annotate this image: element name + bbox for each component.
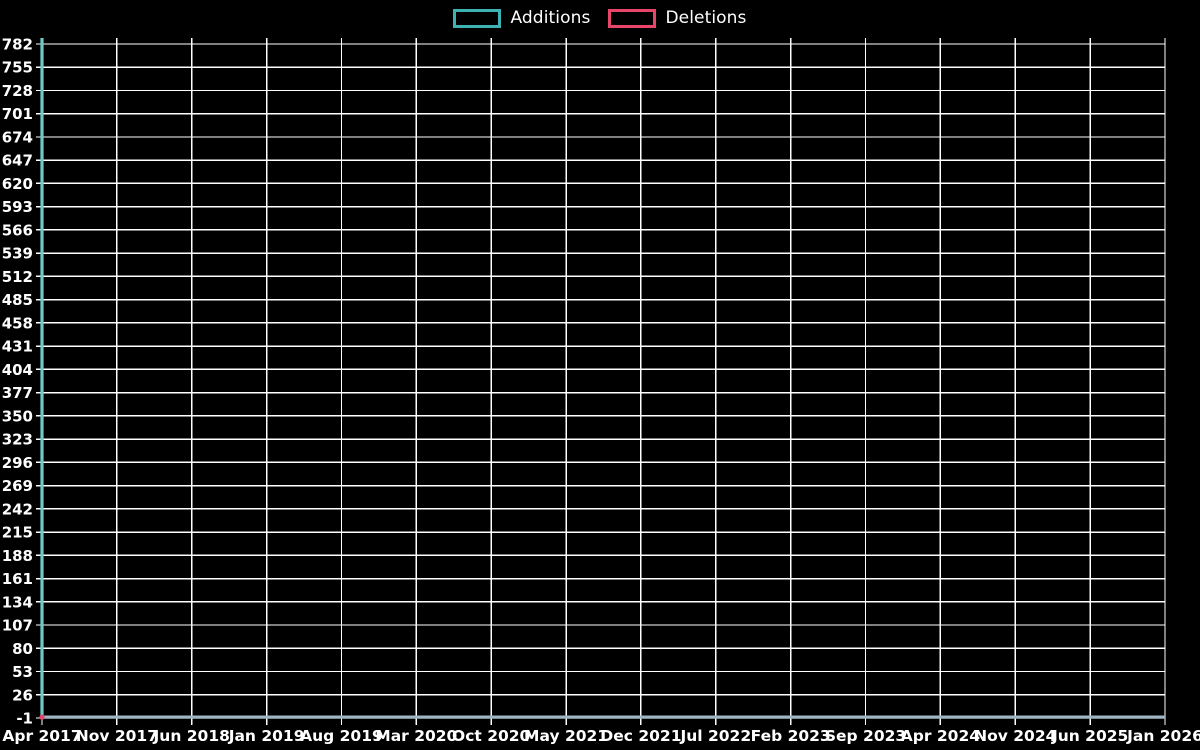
x-axis-tick-label: Oct 2020 bbox=[452, 727, 531, 745]
y-axis-tick-label: 350 bbox=[2, 407, 33, 425]
deletions-start-marker bbox=[39, 714, 45, 720]
y-axis-tick-label: 512 bbox=[2, 268, 33, 286]
legend-swatch-additions bbox=[453, 8, 502, 28]
y-axis-tick-label: 242 bbox=[2, 500, 33, 518]
x-axis-tick-label: Jan 2019 bbox=[228, 727, 305, 745]
y-axis-tick-label: 296 bbox=[2, 454, 33, 472]
y-axis-tick-label: 485 bbox=[2, 291, 33, 309]
y-axis-tick-label: 107 bbox=[2, 617, 33, 635]
y-axis-tick-label: 377 bbox=[2, 384, 33, 402]
legend-swatch-deletions bbox=[608, 8, 657, 28]
x-axis-tick-label: Apr 2017 bbox=[2, 727, 81, 745]
y-axis-tick-label: 269 bbox=[2, 477, 33, 495]
y-axis-tick-label: 215 bbox=[2, 524, 33, 542]
legend-item-additions[interactable]: Additions bbox=[453, 8, 590, 28]
x-axis-tick-label: Nov 2017 bbox=[76, 727, 158, 745]
y-axis-tick-label: 566 bbox=[2, 221, 33, 239]
y-axis-tick-label: 701 bbox=[2, 105, 33, 123]
x-axis-tick-label: Jun 2018 bbox=[153, 727, 230, 745]
x-axis-tick-label: Aug 2019 bbox=[300, 727, 383, 745]
y-axis-tick-label: 593 bbox=[2, 198, 33, 216]
y-axis-tick-label: 431 bbox=[2, 338, 33, 356]
legend-label-additions: Additions bbox=[510, 8, 591, 28]
y-axis-tick-label: 647 bbox=[2, 152, 33, 170]
x-gridlines bbox=[41, 38, 1166, 725]
y-axis-tick-label: 80 bbox=[12, 640, 33, 658]
y-axis-tick-label: -1 bbox=[16, 710, 33, 728]
y-axis-tick-label: 674 bbox=[2, 128, 33, 146]
x-axis-tick-label: Sep 2023 bbox=[825, 727, 906, 745]
x-axis-tick-label: Mar 2020 bbox=[375, 727, 457, 745]
y-axis-labels: 782 755 728 701 674 647 620 593 566 539 512 485 458 4… bbox=[2, 36, 33, 728]
x-axis-tick-label: Nov 2024 bbox=[974, 727, 1056, 745]
y-axis-tick-label: 782 bbox=[2, 36, 33, 54]
y-axis-tick-label: 404 bbox=[2, 361, 33, 379]
y-axis-tick-label: 728 bbox=[2, 82, 33, 100]
x-axis-tick-label: Jul 2022 bbox=[679, 727, 751, 745]
legend-item-deletions[interactable]: Deletions bbox=[608, 8, 746, 28]
chart-legend: Additions Deletions bbox=[0, 0, 1200, 36]
y-axis-tick-label: 323 bbox=[2, 431, 33, 449]
y-axis-tick-label: 53 bbox=[12, 663, 33, 681]
x-axis-tick-label: Jan 2026 bbox=[1126, 727, 1200, 745]
y-axis-tick-label: 188 bbox=[2, 547, 33, 565]
y-axis-tick-label: 458 bbox=[2, 314, 33, 332]
y-axis-tick-label: 134 bbox=[2, 593, 33, 611]
y-axis-tick-label: 161 bbox=[2, 570, 33, 588]
x-axis-tick-label: Feb 2023 bbox=[751, 727, 831, 745]
legend-label-deletions: Deletions bbox=[665, 8, 747, 28]
y-gridlines bbox=[36, 43, 1165, 719]
y-axis-tick-label: 620 bbox=[2, 175, 33, 193]
x-axis-tick-label: Apr 2024 bbox=[901, 727, 980, 745]
x-axis-tick-label: May 2021 bbox=[524, 727, 608, 745]
y-axis-tick-label: 755 bbox=[2, 59, 33, 77]
y-axis-tick-label: 539 bbox=[2, 245, 33, 263]
x-axis-tick-label: Jun 2025 bbox=[1051, 727, 1128, 745]
series-lines bbox=[39, 38, 1165, 720]
y-axis-tick-label: 26 bbox=[12, 686, 33, 704]
x-axis-tick-label: Dec 2021 bbox=[600, 727, 681, 745]
